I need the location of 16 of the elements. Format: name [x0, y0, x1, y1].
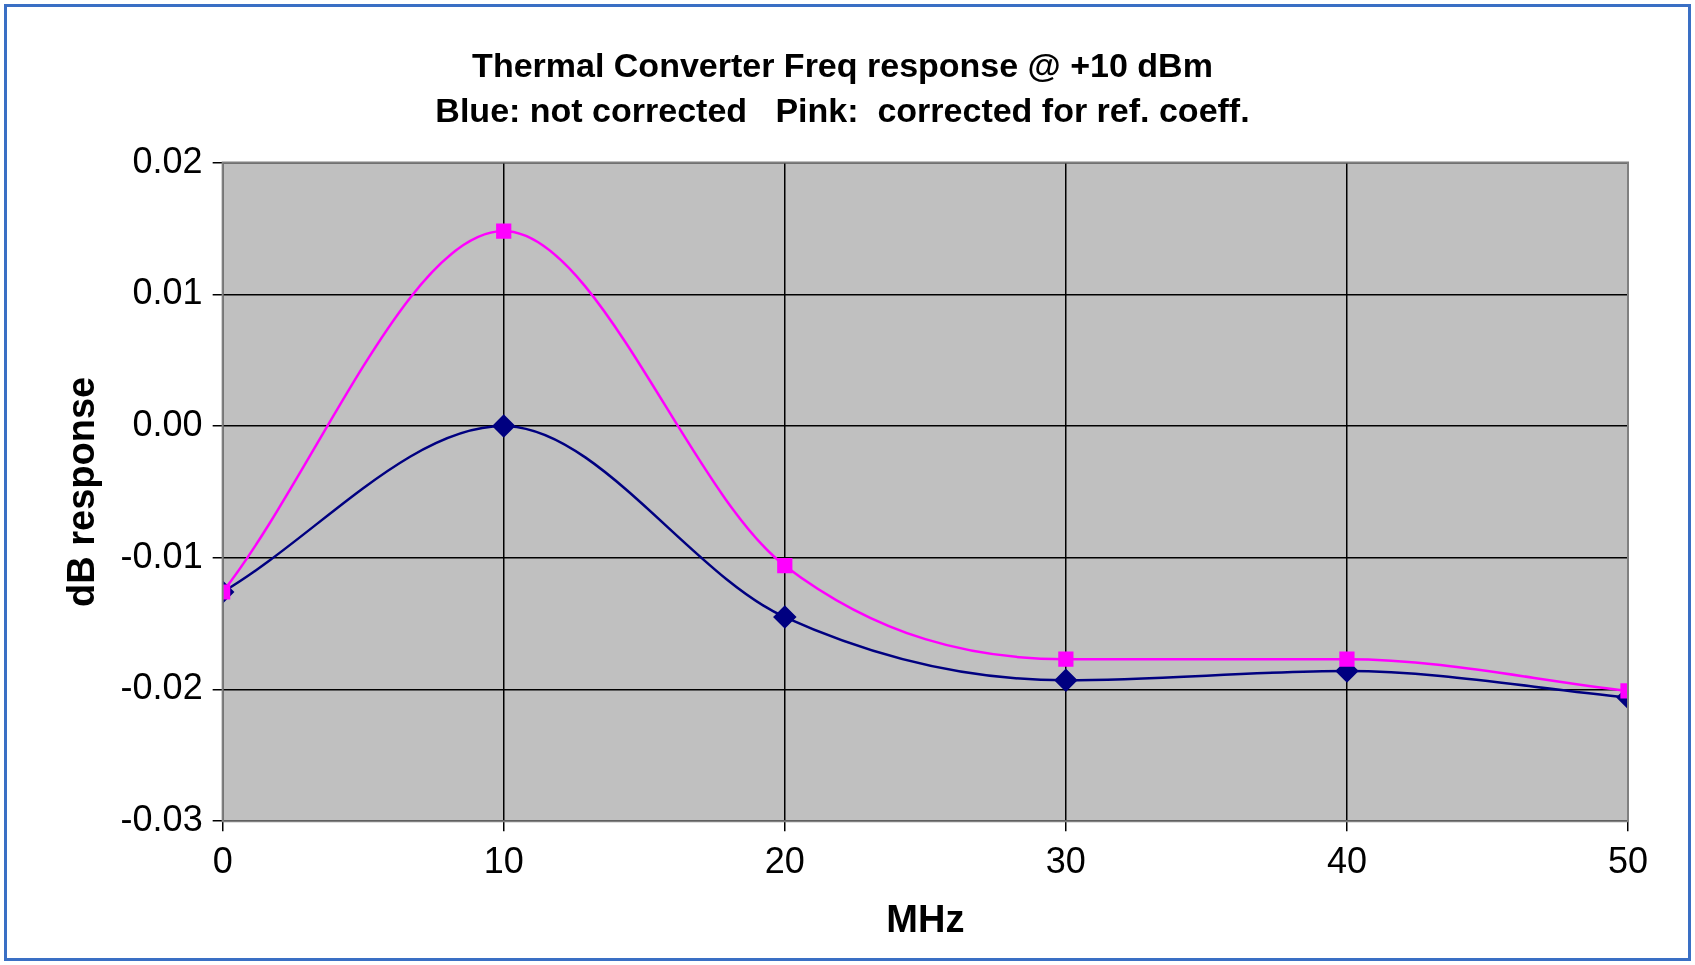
x-tick-label: 10 — [483, 839, 524, 881]
chart-title: Thermal Converter Freq response @ +10 dBm — [472, 45, 1213, 84]
x-tick-label: 50 — [1607, 839, 1649, 881]
x-axis-title: MHz — [886, 897, 965, 940]
x-tick-label: 20 — [764, 839, 805, 881]
x-tick-label: 0 — [212, 839, 233, 881]
y-axis-title: dB response — [60, 376, 103, 607]
y-tick-label: -0.03 — [120, 798, 203, 840]
x-tick-label: 40 — [1326, 839, 1367, 881]
x-tick-label: 30 — [1045, 839, 1086, 881]
y-tick-label: -0.01 — [120, 534, 203, 576]
y-tick-label: 0.02 — [132, 139, 203, 181]
chart-subtitle: Blue: not corrected Pink: corrected for ref. coeff. — [435, 90, 1250, 129]
y-tick-label: 0.00 — [132, 402, 203, 444]
y-tick-label: 0.01 — [132, 271, 203, 313]
y-tick-label: -0.02 — [120, 666, 203, 708]
